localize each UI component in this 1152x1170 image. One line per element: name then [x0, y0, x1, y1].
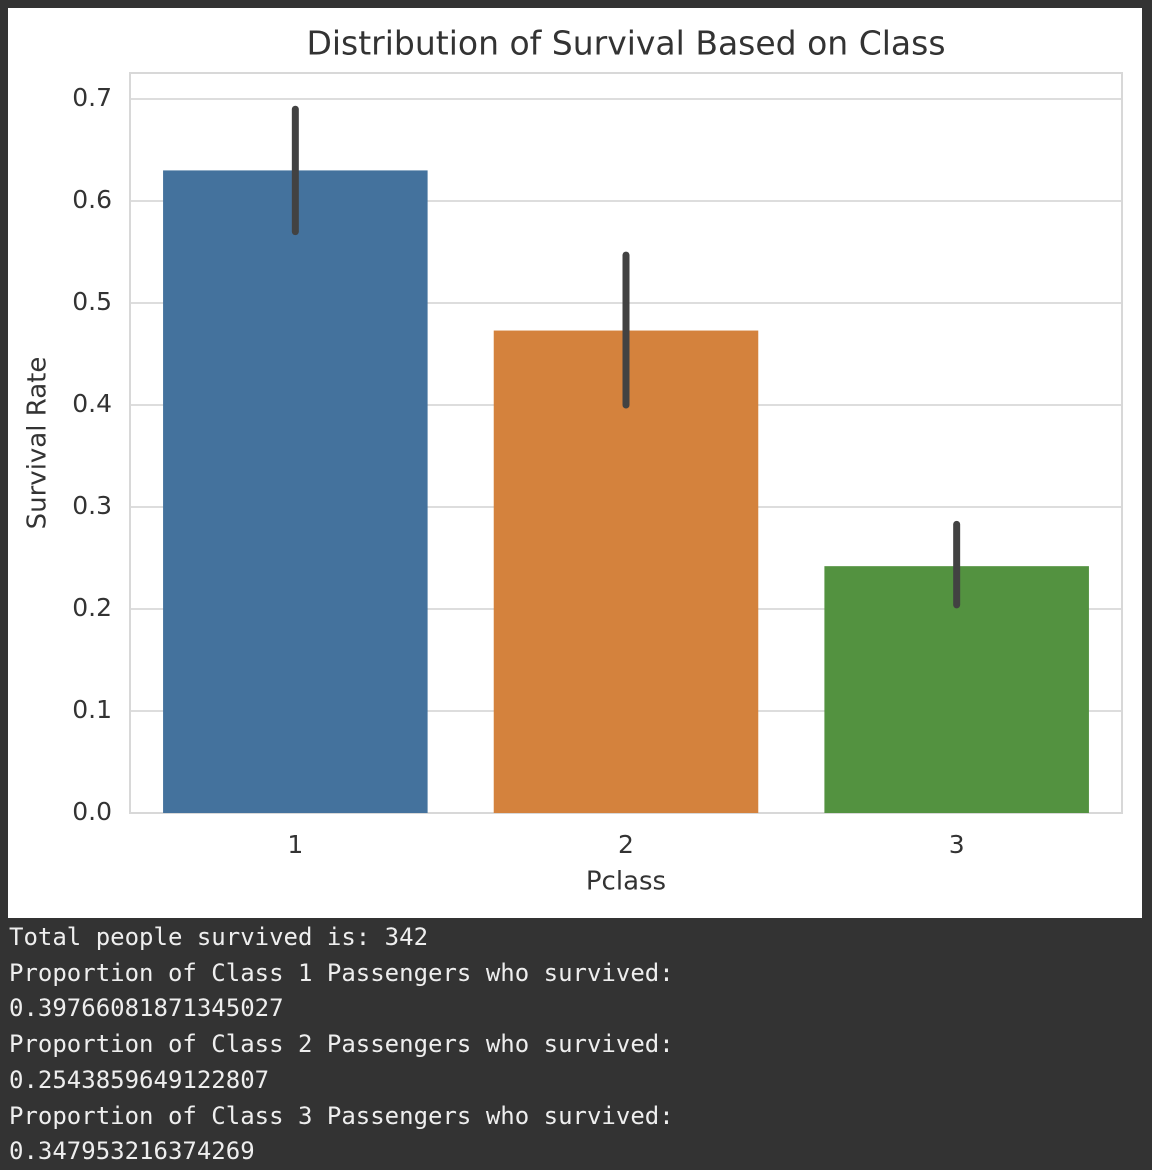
- chart: Distribution of Survival Based on Class …: [8, 8, 1142, 918]
- console-line: Total people survived is: 342: [9, 923, 429, 951]
- console-line: 0.2543859649122807: [9, 1065, 270, 1094]
- console-line: Proportion of Class 1 Passengers who sur…: [9, 958, 674, 987]
- y-axis-label: Survival Rate: [23, 357, 53, 530]
- x-tick-label: 2: [618, 830, 634, 859]
- y-tick-label: 0.5: [72, 287, 112, 316]
- y-tick-label: 0.6: [72, 185, 112, 214]
- console-line: 0.39766081871345027: [9, 994, 284, 1023]
- y-tick-label: 0.0: [72, 797, 112, 826]
- x-axis-label: Pclass: [586, 867, 666, 897]
- console-line: 0.347953216374269: [9, 1137, 255, 1166]
- console-line: Proportion of Class 2 Passengers who sur…: [9, 1030, 674, 1059]
- console-line: Proportion of Class 3 Passengers who sur…: [9, 1101, 674, 1130]
- x-tick-label: 3: [949, 830, 965, 859]
- bar: [163, 170, 428, 813]
- bar: [493, 330, 759, 813]
- x-tick-label: 1: [287, 830, 303, 859]
- chart-title: Distribution of Survival Based on Class: [306, 24, 945, 63]
- y-tick-label: 0.3: [72, 491, 112, 520]
- y-tick-label: 0.2: [72, 593, 112, 622]
- y-tick-label: 0.7: [72, 83, 112, 112]
- y-tick-label: 0.1: [72, 695, 112, 724]
- y-tick-label: 0.4: [72, 389, 112, 418]
- console-output: Total people survived is: 342 Proportion …: [9, 920, 1149, 1170]
